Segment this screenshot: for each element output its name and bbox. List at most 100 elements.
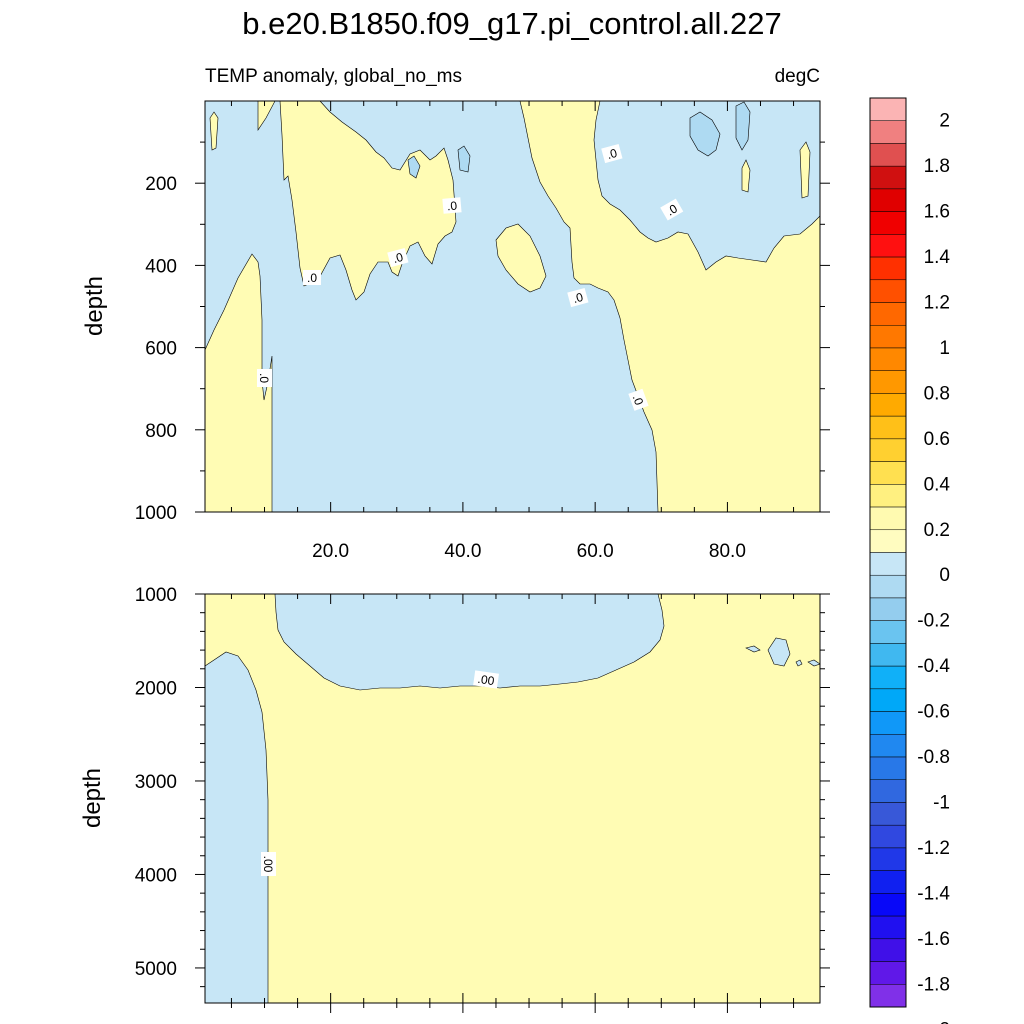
upper-y-axis: 200 400 600 800 1000: [135, 141, 830, 524]
colorbar-swatch: [869, 620, 907, 644]
y-tick-label: 800: [145, 421, 177, 442]
colorbar-swatch: [869, 802, 907, 826]
y-tick-label: 2000: [135, 678, 177, 699]
colorbar-label: -0.8: [917, 747, 950, 768]
y-tick-label: 400: [145, 256, 177, 277]
lower-y-axis: 1000 2000 3000 4000 5000: [135, 585, 830, 988]
colorbar-swatch: [869, 302, 907, 326]
contour-label: .00: [261, 852, 276, 876]
x-tick-label: 80.0: [709, 541, 746, 562]
upper-blob-1: [495, 223, 547, 293]
upper-x-axis: 20.0 40.0 60.0 80.0: [230, 101, 795, 562]
y-tick-label: 3000: [135, 772, 177, 793]
svg-text:.0: .0: [571, 290, 585, 306]
contour-label: .00: [473, 670, 499, 689]
colorbar-label: 0.2: [924, 520, 950, 541]
contour-label: .0: [387, 247, 409, 268]
lower-blob-1: [767, 637, 791, 667]
colorbar-swatch: [869, 893, 907, 917]
x-tick-label: 20.0: [312, 541, 349, 562]
colorbar-swatch: [869, 325, 907, 349]
colorbar-swatch: [869, 370, 907, 394]
colorbar: 2 1.8 1.6 1.4 1.2 1 0.8 0.6 0.4 0.2 0 -0.2 -0.4 -0.6 -…: [869, 97, 951, 1024]
colorbar-swatch: [869, 97, 907, 121]
y-tick-label: 5000: [135, 959, 177, 980]
svg-text:.0: .0: [391, 250, 405, 266]
lower-negative-left: [204, 651, 269, 1004]
colorbar-swatch: [869, 506, 907, 531]
colorbar-label: -1.6: [917, 929, 950, 950]
colorbar-swatch: [869, 734, 907, 758]
svg-text:.0: .0: [307, 271, 317, 285]
contour-label: .0: [257, 369, 272, 387]
contour-label: .0: [303, 270, 321, 285]
upper-blob-3: [689, 111, 721, 157]
colorbar-swatch: [869, 870, 907, 894]
upper-blob-7: [457, 145, 471, 173]
colorbar-swatch: [869, 279, 907, 303]
y-tick-label: 1000: [135, 503, 177, 524]
colorbar-label: -1.4: [917, 883, 950, 904]
lower-x-axis: [230, 594, 795, 1013]
colorbar-label: -1: [933, 792, 950, 813]
upper-contour-labels: .0 .0 .0 .0 .0 .0 .0 .0: [257, 143, 684, 411]
upper-blob-8: [407, 155, 421, 179]
svg-text:.0: .0: [446, 199, 458, 214]
upper-negative-region: [204, 100, 659, 513]
colorbar-swatch: [869, 415, 907, 440]
colorbar-label: 0: [939, 565, 950, 586]
colorbar-swatch: [869, 120, 907, 144]
subtitle-units: degC: [775, 66, 820, 87]
upper-blob-2: [209, 111, 219, 151]
svg-text:.0: .0: [630, 393, 647, 407]
upper-negative-right: [593, 100, 821, 271]
contour-label: .0: [601, 143, 623, 164]
colorbar-swatch: [869, 165, 907, 190]
colorbar-label: 0.4: [924, 474, 951, 495]
y-tick-label: 200: [145, 174, 177, 195]
colorbar-swatch: [869, 529, 907, 553]
colorbar-swatch: [869, 756, 907, 781]
colorbar-swatch: [869, 188, 907, 212]
colorbar-swatch: [869, 552, 907, 576]
lower-frame: [204, 593, 821, 1004]
colorbar-label: 0.6: [924, 429, 950, 450]
colorbar-swatch: [869, 438, 907, 462]
colorbar-label: -0.6: [917, 702, 950, 723]
svg-text:.00: .00: [261, 856, 275, 873]
contour-label: .0: [567, 287, 589, 308]
colorbar-swatch: [869, 484, 907, 508]
colorbar-swatch: [869, 984, 907, 1008]
colorbar-swatch: [869, 143, 907, 167]
colorbar-swatch: [869, 779, 907, 803]
colorbar-label: -0.4: [917, 656, 950, 677]
colorbar-swatch: [869, 688, 907, 712]
x-tick-label: 40.0: [444, 541, 481, 562]
svg-text:.0: .0: [257, 373, 271, 383]
upper-y-axis-label: depth: [81, 276, 108, 336]
contour-label: .0: [660, 198, 684, 221]
y-tick-label: 600: [145, 339, 177, 360]
lower-blob-2: [745, 645, 761, 653]
colorbar-swatch: [869, 461, 907, 485]
upper-blob-5: [741, 159, 751, 193]
colorbar-label: 2: [939, 111, 950, 132]
colorbar-swatch: [869, 211, 907, 235]
colorbar-swatch: [869, 574, 907, 599]
colorbar-label: 1.2: [924, 293, 950, 314]
svg-text:.00: .00: [477, 672, 496, 688]
colorbar-swatch: [869, 393, 907, 417]
x-tick-label: 60.0: [577, 541, 614, 562]
y-tick-label: 4000: [135, 865, 177, 886]
colorbar-label: 1.6: [924, 202, 950, 223]
colorbar-swatch: [869, 847, 907, 871]
colorbar-label: -1.8: [917, 974, 950, 995]
colorbar-swatch: [869, 643, 907, 667]
contour-label: .0: [442, 197, 462, 214]
contour-label: .0: [628, 388, 649, 411]
colorbar-swatch: [869, 665, 907, 690]
colorbar-swatch: [869, 597, 907, 621]
colorbar-swatch: [869, 347, 907, 371]
svg-text:.0: .0: [605, 146, 619, 162]
